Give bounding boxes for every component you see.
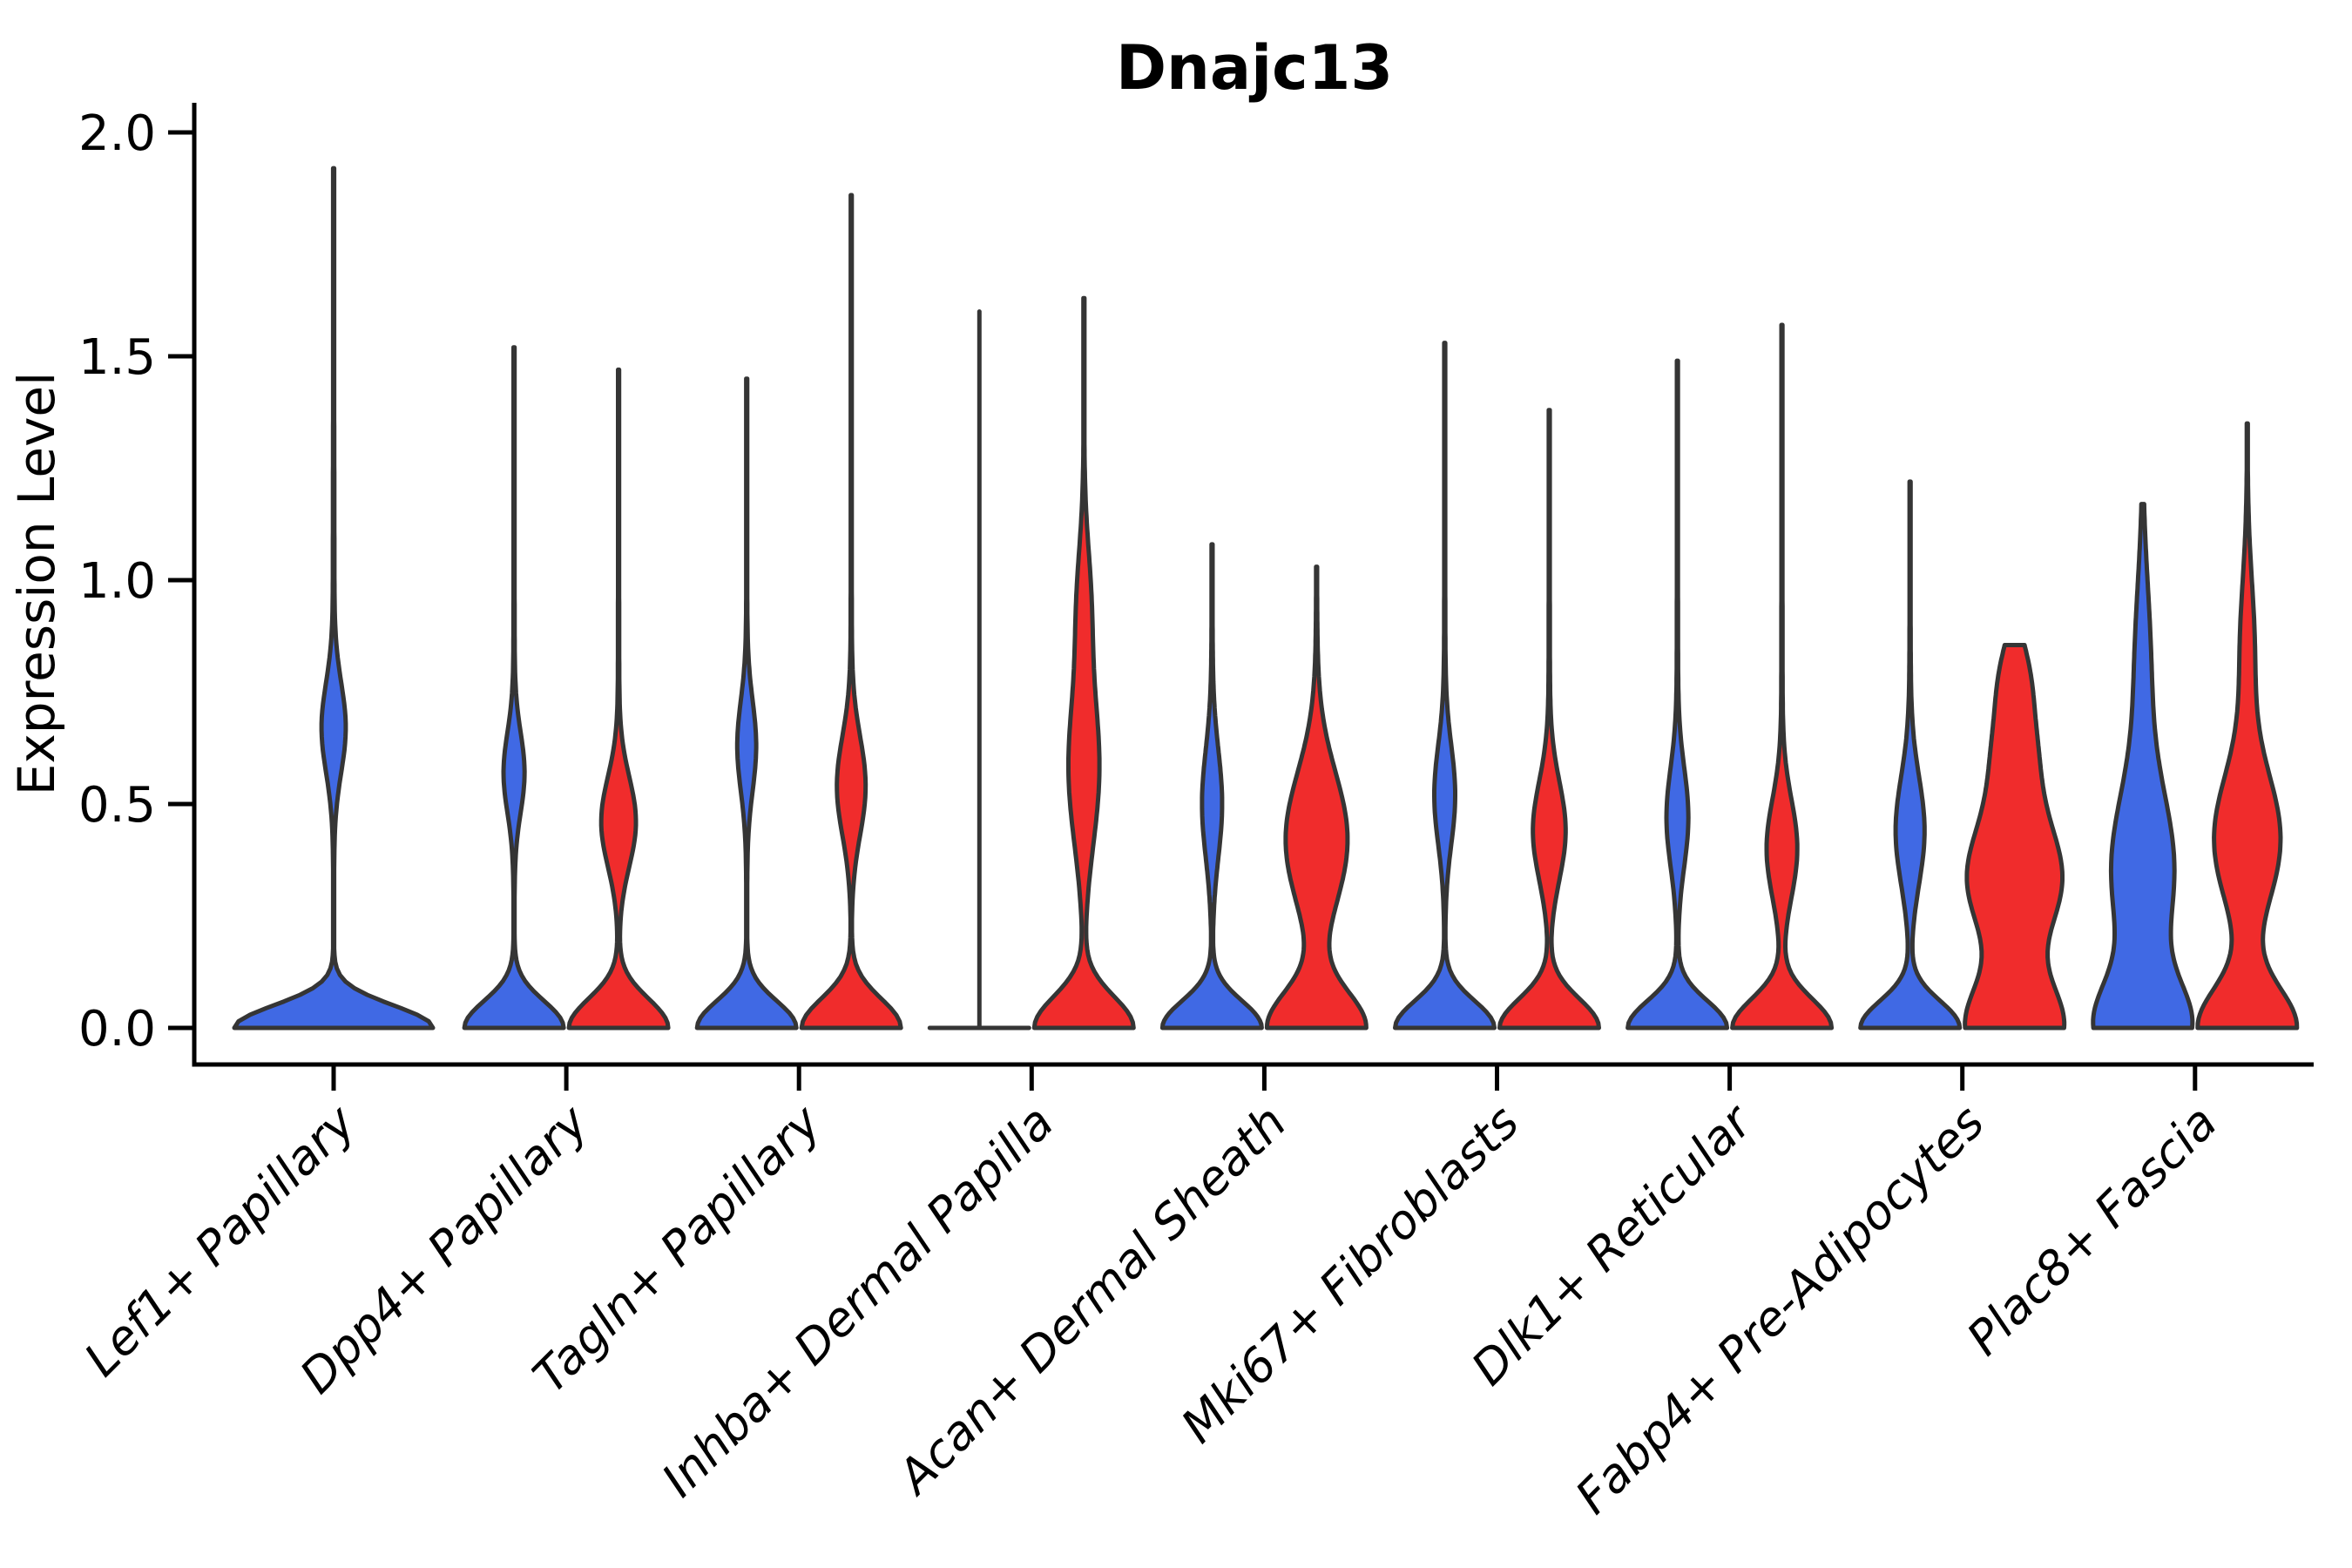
y-axis-label: Expression Level <box>7 372 66 795</box>
x-axis-label-fabp4-pre-adipocytes: Fabp4+ Pre-Adipocytes <box>1565 1095 1995 1524</box>
axes-layer <box>168 103 2314 1091</box>
violin-blue-lef1-papillary <box>232 166 436 1031</box>
y-tick-label-0: 0.0 <box>78 1001 156 1058</box>
y-tick-label-3: 1.5 <box>78 329 156 386</box>
violin-red-tagln-papillary <box>799 193 903 1031</box>
violin-red-fabp4-pre-adipocytes <box>1963 643 2067 1031</box>
violin-blue-dpp4-papillary <box>462 345 566 1031</box>
violin-red-acan-dermal-sheath <box>1264 564 1369 1031</box>
violin-red-plac8-fascia <box>2195 421 2300 1031</box>
violin-blue-tagln-papillary <box>694 376 799 1031</box>
violin-red-dpp4-papillary <box>566 367 671 1031</box>
y-tick-label-1: 0.5 <box>78 777 156 834</box>
violins-layer <box>232 166 2300 1031</box>
violin-blue-plac8-fascia <box>2091 502 2195 1031</box>
violin-blue-acan-dermal-sheath <box>1159 542 1264 1031</box>
violin-blue-mki67-fibroblasts <box>1393 341 1497 1031</box>
x-axis-label-acan-dermal-sheath: Acan+ Dermal Sheath <box>886 1095 1297 1506</box>
violin-red-inhba-dermal-papilla <box>1031 295 1136 1031</box>
violin-red-mki67-fibroblasts <box>1497 408 1601 1031</box>
chart-title: Dnajc13 <box>1116 32 1393 104</box>
x-axis-label-plac8-fascia: Plac8+ Fascia <box>1957 1095 2227 1366</box>
y-tick-label-4: 2.0 <box>78 105 156 162</box>
x-axis-label-inhba-dermal-papilla: Inhba+ Dermal Papilla <box>652 1095 1064 1508</box>
violin-blue-dlk1-reticular <box>1625 358 1730 1031</box>
y-tick-label-2: 1.0 <box>78 553 156 610</box>
violin-red-dlk1-reticular <box>1730 322 1835 1031</box>
violin-blue-fabp4-pre-adipocytes <box>1858 479 1963 1031</box>
